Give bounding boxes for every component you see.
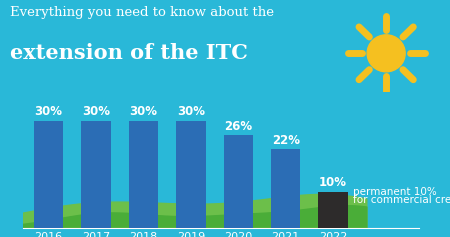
Text: for commercial credit: for commercial credit [353, 196, 450, 205]
Text: 26%: 26% [224, 120, 252, 133]
Text: 22%: 22% [272, 134, 300, 147]
Circle shape [367, 35, 405, 72]
Text: permanent 10%: permanent 10% [353, 187, 437, 197]
Text: 30%: 30% [35, 105, 63, 118]
Bar [129, 121, 158, 228]
Text: 10%: 10% [319, 177, 347, 190]
Text: 30%: 30% [177, 105, 205, 118]
Text: 30%: 30% [82, 105, 110, 118]
Bar [34, 121, 63, 228]
Bar [224, 135, 253, 228]
Text: Everything you need to know about the: Everything you need to know about the [10, 6, 274, 19]
Bar [319, 192, 348, 228]
Text: 30%: 30% [130, 105, 158, 118]
Text: extension of the ITC: extension of the ITC [10, 43, 248, 63]
Bar [81, 121, 111, 228]
Bar [176, 121, 206, 228]
Bar [271, 149, 301, 228]
